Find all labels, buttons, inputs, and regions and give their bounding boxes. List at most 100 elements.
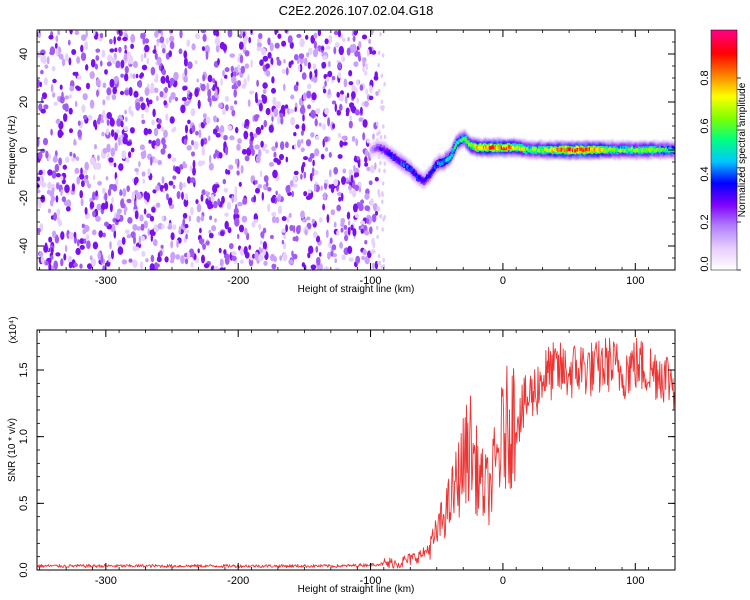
ridge-cell [551,149,554,153]
noise-speckle [206,82,210,91]
noise-speckle [188,92,193,98]
noise-speckle [201,146,206,156]
noise-speckle [269,111,275,117]
noise-speckle [287,107,290,115]
noise-speckle [75,156,80,161]
noise-speckle [364,230,370,236]
noise-speckle [113,76,118,85]
colorbar-cell [711,70,737,73]
noise-speckle [92,241,99,250]
noise-speckle [156,123,162,129]
colorbar-cell [711,76,737,79]
noise-speckle [111,250,114,260]
noise-speckle [271,216,277,224]
noise-speckle [369,165,375,174]
noise-speckle [244,50,250,57]
ridge-cell [520,147,523,151]
noise-speckle [303,171,307,179]
colorbar-cell [711,52,737,55]
noise-speckle [231,251,237,256]
noise-speckle [39,81,42,87]
noise-speckle [174,166,180,173]
noise-speckle [181,96,187,102]
noise-speckle [262,55,269,62]
noise-speckle [79,244,85,250]
noise-speckle [322,55,328,60]
noise-speckle [223,187,229,193]
noise-speckle [243,246,248,256]
noise-speckle [337,192,343,196]
noise-speckle [224,95,229,102]
noise-speckle [60,258,64,267]
noise-speckle [84,41,89,51]
noise-speckle [237,233,240,240]
noise-speckle [169,116,175,124]
noise-speckle [64,53,69,62]
noise-speckle [195,33,201,40]
noise-speckle [49,255,54,260]
noise-speckle [143,127,149,136]
noise-speckle [150,82,155,91]
noise-speckle [199,227,202,234]
ridge-cell [659,148,662,153]
noise-speckle [162,48,166,54]
ridge-cell [612,148,615,153]
noise-speckle [288,61,292,69]
noise-speckle [191,151,195,157]
colorbar-cell [711,192,737,195]
ridge-cell [408,165,411,170]
ridge-cell [617,148,620,153]
noise-speckle [238,224,245,233]
spectrogram-x-tick-label: 100 [626,275,644,287]
noise-speckle [299,38,305,48]
ridge-cell [592,147,595,151]
noise-speckle [42,137,49,146]
noise-speckle [296,33,302,38]
ridge-cell [509,145,512,150]
noise-speckle [271,87,276,94]
noise-speckle [82,169,88,175]
colorbar-cell [711,154,737,157]
noise-speckle [289,224,294,232]
noise-speckle [106,61,112,67]
ridge-cell [522,147,525,151]
noise-speckle [191,43,196,51]
noise-speckle [224,74,228,79]
noise-speckle [102,187,106,194]
noise-speckle [294,106,297,112]
colorbar-cell [711,264,737,267]
ridge-cell [663,149,666,153]
noise-speckle [348,257,354,262]
noise-speckle [208,229,212,234]
ridge-cell [504,145,507,149]
noise-speckle [380,99,384,105]
noise-speckle [323,136,329,143]
noise-speckle [123,53,128,62]
colorbar-cell [711,234,737,237]
noise-speckle [218,102,223,109]
colorbar-cell [711,186,737,189]
noise-speckle [239,259,244,265]
noise-speckle [354,109,360,116]
noise-speckle [379,32,382,37]
noise-speckle [309,71,313,80]
noise-speckle [110,129,115,138]
colorbar-cell [711,42,737,45]
ridge-cell [645,147,648,152]
noise-speckle [379,214,383,219]
noise-speckle [213,30,217,36]
noise-speckle [61,178,66,185]
noise-speckle [162,143,167,150]
ridge-cell [591,149,594,153]
noise-speckle [100,254,104,264]
noise-speckle [126,141,132,146]
noise-speckle [341,135,347,140]
noise-speckle [47,169,53,176]
noise-speckle [281,40,287,47]
ridge-cell [543,147,546,151]
ridge-cell [632,148,635,152]
noise-speckle [43,104,49,110]
noise-speckle [37,176,41,182]
colorbar-cell [711,60,737,63]
noise-speckle [127,217,133,224]
